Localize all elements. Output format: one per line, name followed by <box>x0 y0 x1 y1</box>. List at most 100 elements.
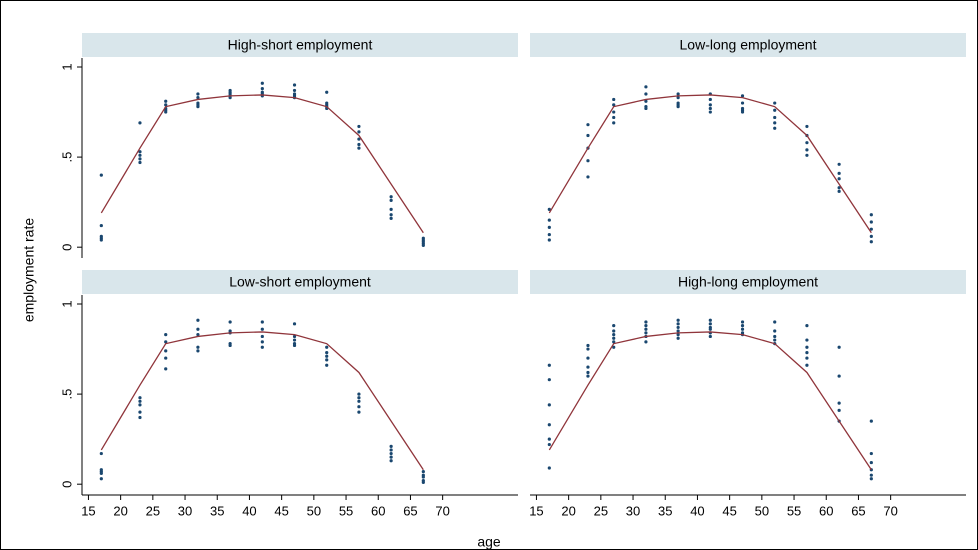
data-point <box>138 415 142 420</box>
data-point <box>676 318 680 322</box>
data-point <box>837 345 841 349</box>
data-point <box>805 338 809 342</box>
x-tick-label: 65 <box>851 503 865 518</box>
data-point <box>164 333 168 337</box>
data-point <box>773 334 777 339</box>
data-point <box>547 238 551 242</box>
data-point <box>421 480 425 484</box>
data-point <box>547 423 551 427</box>
data-point <box>196 327 200 331</box>
data-point <box>869 213 873 217</box>
data-point <box>644 331 648 335</box>
data-point <box>586 133 590 138</box>
data-point <box>325 358 329 362</box>
data-point <box>260 327 264 331</box>
x-tick-label: 25 <box>146 503 160 518</box>
data-point <box>389 451 393 456</box>
data-point <box>389 448 393 452</box>
fit-line <box>548 331 872 471</box>
data-point <box>138 153 142 157</box>
data-point <box>869 451 873 456</box>
x-tick-label: 70 <box>435 503 449 518</box>
data-point <box>644 320 648 324</box>
data-point <box>805 345 809 349</box>
y-tick-label: 0 <box>59 244 74 251</box>
data-point <box>805 356 809 360</box>
data-point <box>389 198 393 202</box>
x-tick-label: 30 <box>626 503 640 518</box>
data-point <box>708 334 712 339</box>
data-point <box>99 223 103 228</box>
data-point <box>837 189 841 193</box>
data-point <box>357 392 361 396</box>
data-point <box>547 225 551 229</box>
data-point <box>773 108 777 112</box>
x-tick-label: 55 <box>339 503 353 518</box>
data-point <box>612 115 616 120</box>
data-point <box>644 324 648 328</box>
data-point <box>612 329 616 333</box>
data-point <box>773 338 777 342</box>
x-tick-label: 70 <box>883 503 897 518</box>
data-point <box>837 177 841 181</box>
data-point <box>676 92 680 96</box>
data-point <box>357 142 361 147</box>
data-point <box>837 186 841 190</box>
data-point <box>676 105 680 109</box>
x-tick-label: 15 <box>81 503 95 518</box>
data-point <box>805 351 809 355</box>
data-point <box>196 96 200 100</box>
data-point <box>644 340 648 344</box>
data-point <box>164 99 168 103</box>
data-point <box>586 374 590 378</box>
data-point <box>138 157 142 161</box>
data-point <box>869 473 873 477</box>
data-point <box>805 153 809 157</box>
data-point <box>292 88 297 93</box>
data-point <box>389 216 393 220</box>
fit-line <box>548 94 872 234</box>
data-point <box>708 110 712 114</box>
data-point <box>389 195 393 199</box>
data-point <box>869 419 873 423</box>
data-point <box>805 363 809 367</box>
data-point <box>547 232 551 237</box>
data-point <box>586 343 590 348</box>
panel-header <box>82 33 518 57</box>
data-point <box>99 471 103 475</box>
data-point <box>421 243 425 247</box>
data-point <box>586 159 590 163</box>
data-point <box>612 340 616 344</box>
data-point <box>837 171 841 175</box>
y-tick-label: 1 <box>59 63 74 70</box>
data-point <box>547 207 551 211</box>
y-tick-label: .5 <box>59 152 74 163</box>
data-point <box>138 410 142 414</box>
x-tick-label: 35 <box>658 503 672 518</box>
data-point <box>644 92 648 96</box>
data-point <box>547 466 551 470</box>
data-point <box>837 408 841 412</box>
data-point <box>612 103 616 107</box>
data-point <box>138 403 142 407</box>
x-tick-label: 30 <box>178 503 192 518</box>
data-point <box>138 160 142 165</box>
data-point <box>773 101 777 105</box>
data-point <box>869 240 873 244</box>
data-point <box>708 106 712 111</box>
x-tick-label: 50 <box>307 503 321 518</box>
data-point <box>164 349 168 353</box>
data-point <box>260 334 264 339</box>
data-point <box>644 99 648 103</box>
data-point <box>138 121 142 125</box>
data-point <box>837 401 841 405</box>
x-tick-label: 60 <box>371 503 385 518</box>
x-tick-label: 15 <box>529 503 543 518</box>
data-point <box>773 329 777 333</box>
x-tick-label: 45 <box>274 503 288 518</box>
data-point <box>708 318 712 322</box>
data-point <box>292 338 297 342</box>
y-tick-label: 1 <box>59 300 74 307</box>
data-point <box>138 150 142 154</box>
